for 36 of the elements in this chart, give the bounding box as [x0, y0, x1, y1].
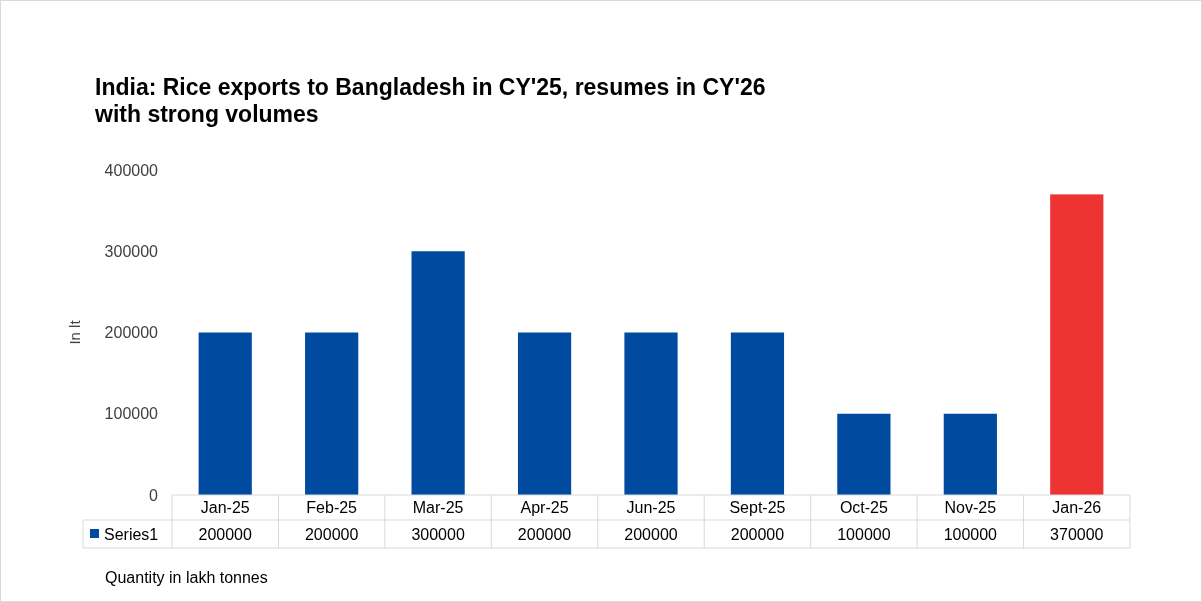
x-tick-label: Feb-25: [306, 499, 358, 516]
y-tick-label: 0: [149, 486, 159, 504]
x-tick-label: Sept-25: [729, 499, 786, 516]
y-tick-label: 200000: [104, 324, 159, 342]
x-tick-label: Apr-25: [520, 499, 569, 516]
data-label: 370000: [1050, 526, 1104, 543]
bar: [1050, 194, 1104, 495]
bar: [305, 332, 359, 495]
bar: [198, 332, 252, 495]
data-label: 100000: [837, 526, 891, 543]
bar: [943, 413, 997, 495]
y-tick-label: 100000: [104, 405, 159, 423]
x-tick-label: Nov-25: [944, 499, 997, 516]
data-label: 200000: [198, 526, 253, 543]
legend-label: Series1: [104, 526, 159, 543]
text: Quantity in lakh tonnes: [105, 569, 268, 586]
x-tick-label: Jan-25: [200, 499, 250, 516]
x-tick-label: Jun-25: [626, 499, 676, 516]
chart-title: India: Rice exports to Bangladesh in CY'25, resumes in CY'26 with strong volumes: [94, 74, 766, 127]
data-label: 200000: [730, 526, 785, 543]
data-label: 200000: [624, 526, 678, 543]
x-tick-label: Mar-25: [412, 499, 464, 516]
bar: [517, 332, 572, 495]
y-tick-label: 300000: [104, 242, 159, 260]
data-label: 200000: [304, 526, 359, 543]
x-tick-label: Oct-25: [839, 499, 888, 516]
bar: [730, 332, 785, 495]
bar: [837, 413, 891, 495]
y-axis-title: In lt: [66, 319, 83, 345]
x-tick-label: Jan-26: [1052, 499, 1102, 516]
data-label: 200000: [517, 526, 572, 543]
bar: [624, 332, 678, 495]
data-label: 300000: [411, 526, 465, 543]
data-label: 100000: [943, 526, 998, 543]
bar: [411, 251, 465, 495]
y-tick-label: 400000: [104, 161, 159, 179]
